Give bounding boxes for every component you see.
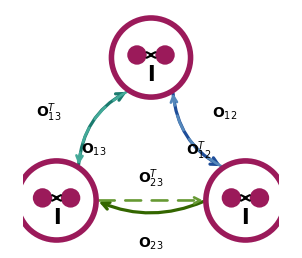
Circle shape: [250, 188, 269, 208]
Text: $\mathbf{O}_{23}^{T}$: $\mathbf{O}_{23}^{T}$: [138, 167, 164, 190]
Circle shape: [17, 161, 96, 240]
Text: I: I: [147, 66, 155, 85]
FancyArrowPatch shape: [79, 94, 124, 165]
FancyArrowPatch shape: [99, 197, 200, 204]
Circle shape: [111, 18, 191, 97]
Text: I: I: [242, 208, 249, 228]
FancyArrowPatch shape: [173, 93, 218, 164]
Circle shape: [155, 45, 175, 65]
Text: $\mathbf{O}_{12}^{T}$: $\mathbf{O}_{12}^{T}$: [185, 139, 211, 162]
Text: $\mathbf{O}_{23}$: $\mathbf{O}_{23}$: [138, 236, 164, 252]
Circle shape: [33, 188, 52, 208]
FancyArrowPatch shape: [171, 96, 221, 166]
Circle shape: [206, 161, 285, 240]
Circle shape: [127, 45, 147, 65]
Circle shape: [61, 188, 80, 208]
Circle shape: [222, 188, 241, 208]
Text: I: I: [53, 208, 60, 228]
FancyArrowPatch shape: [76, 92, 127, 162]
Text: $\mathbf{O}_{13}^{T}$: $\mathbf{O}_{13}^{T}$: [36, 101, 62, 124]
FancyArrowPatch shape: [102, 201, 203, 213]
Text: $\mathbf{O}_{12}$: $\mathbf{O}_{12}$: [212, 106, 238, 122]
Text: $\mathbf{O}_{13}$: $\mathbf{O}_{13}$: [81, 141, 106, 158]
